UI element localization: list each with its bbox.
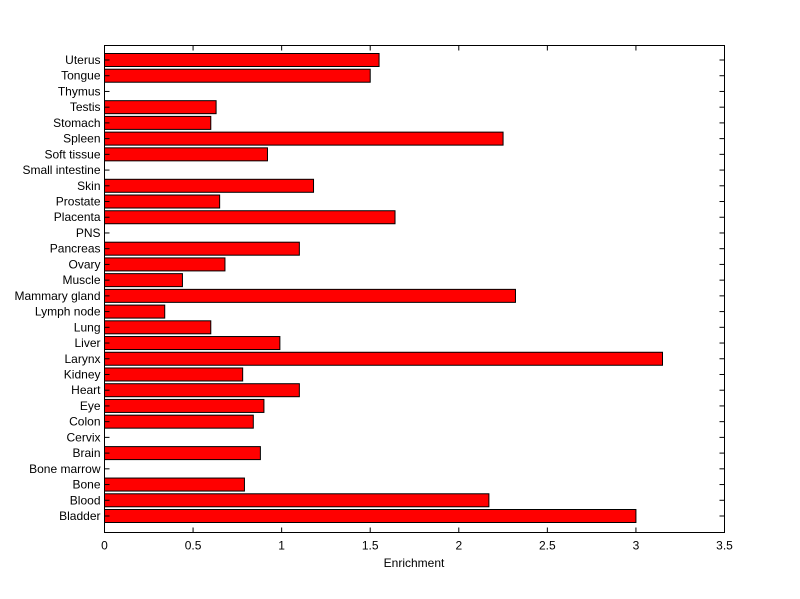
y-tick-label: Brain <box>72 446 100 460</box>
x-tick-label: 0 <box>101 539 108 553</box>
bar-uterus <box>104 53 380 67</box>
bar-muscle <box>104 273 183 288</box>
y-tick-label: Uterus <box>65 53 100 67</box>
bar-larynx <box>104 351 663 366</box>
y-tick-label: Blood <box>70 493 101 507</box>
bar-kidney <box>104 367 244 382</box>
y-tick-label: Liver <box>74 336 100 350</box>
bar-soft-tissue <box>104 147 268 162</box>
y-tick-label: Ovary <box>68 257 100 271</box>
y-tick-label: Pancreas <box>50 242 101 256</box>
bar-stomach <box>104 115 212 130</box>
y-tick-label: Tongue <box>61 69 101 83</box>
y-tick-label: Lymph node <box>35 305 101 319</box>
bar-bladder <box>104 509 637 523</box>
y-tick-label: Small intestine <box>22 163 100 177</box>
plot-frame <box>104 45 725 533</box>
x-axis-label: Enrichment <box>384 556 445 570</box>
bar-pancreas <box>104 241 300 256</box>
y-tick-label: Muscle <box>62 273 100 287</box>
y-tick-label: Stomach <box>53 116 100 130</box>
bar-tongue <box>104 68 371 83</box>
y-tick-label: Prostate <box>56 195 101 209</box>
bar-ovary <box>104 257 226 272</box>
y-tick-label: Bladder <box>59 509 100 523</box>
y-tick-label: Lung <box>74 320 101 334</box>
bar-prostate <box>104 194 221 209</box>
bar-heart <box>104 383 300 398</box>
bar-blood <box>104 493 490 508</box>
bar-spleen <box>104 131 504 146</box>
y-tick-label: Eye <box>80 399 101 413</box>
bar-eye <box>104 398 265 413</box>
y-tick-label: Spleen <box>63 132 100 146</box>
x-tick-label: 2.5 <box>539 539 556 553</box>
y-tick-label: Testis <box>70 100 101 114</box>
bar-placenta <box>104 210 396 225</box>
x-tick-label: 1.5 <box>362 539 379 553</box>
y-tick-label: Heart <box>71 383 101 397</box>
bar-testis <box>104 100 217 115</box>
y-tick-label: Thymus <box>58 84 101 98</box>
bar-colon <box>104 414 254 429</box>
bar-lymph-node <box>104 304 166 319</box>
y-tick-label: Kidney <box>64 367 101 381</box>
bars <box>104 53 663 523</box>
y-tick-label: Soft tissue <box>44 147 100 161</box>
y-tick-label: Colon <box>69 415 100 429</box>
y-tick-label: Placenta <box>54 210 101 224</box>
bar-skin <box>104 178 315 193</box>
x-axis: 0 0.5 1 1.5 2 2.5 3 3.5 <box>101 45 733 553</box>
bar-lung <box>104 320 212 335</box>
bar-brain <box>104 446 261 461</box>
y-tick-label: PNS <box>76 226 101 240</box>
x-tick-label: 3.5 <box>716 539 733 553</box>
bar-mammary-gland <box>104 288 516 303</box>
y-tick-label: Mammary gland <box>14 289 100 303</box>
x-tick-label: 2 <box>455 539 462 553</box>
y-tick-label: Bone <box>72 478 100 492</box>
y-tick-label: Skin <box>77 179 100 193</box>
x-tick-label: 0.5 <box>185 539 202 553</box>
x-tick-label: 3 <box>633 539 640 553</box>
y-tick-label: Larynx <box>64 352 100 366</box>
y-tick-label: Bone marrow <box>29 462 101 476</box>
bar-bone <box>104 477 245 492</box>
x-tick-label: 1 <box>278 539 285 553</box>
y-tick-label: Cervix <box>66 430 100 444</box>
bar-liver <box>104 336 281 351</box>
